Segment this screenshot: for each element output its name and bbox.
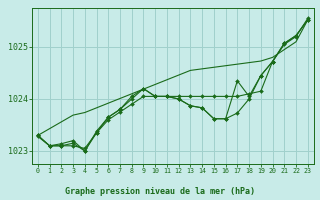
Text: Graphe pression niveau de la mer (hPa): Graphe pression niveau de la mer (hPa) [65,187,255,196]
